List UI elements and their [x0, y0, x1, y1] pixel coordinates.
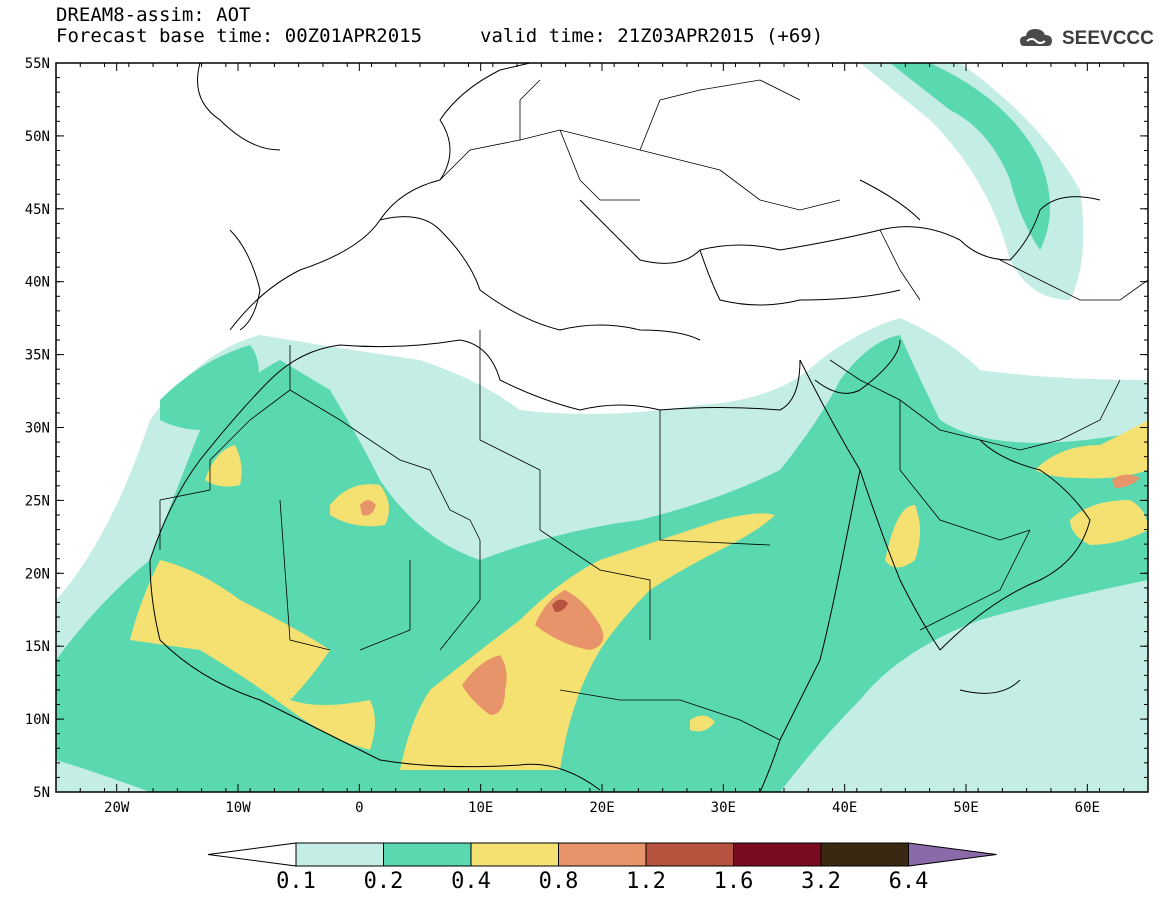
colorbar-box	[383, 842, 472, 867]
aot-band-0.4-arabia	[885, 505, 920, 568]
lat-label: 10N	[25, 712, 50, 728]
aot-band-0.2-west	[160, 345, 259, 430]
forecast-base-time: Forecast base time: 00Z01APR2015	[56, 25, 423, 47]
lat-label: 5N	[33, 785, 50, 801]
lon-label: 60E	[1075, 800, 1100, 816]
colorbar-level-label: 0.2	[363, 869, 404, 894]
aot-band-0.4-south	[690, 715, 715, 732]
colorbar-level-label: 1.6	[713, 869, 754, 894]
lon-label: 40E	[832, 800, 857, 816]
lat-label: 30N	[25, 421, 50, 437]
lon-label: 0	[355, 800, 363, 816]
colorbar-level-label: 6.4	[888, 869, 929, 894]
aot-band-1.2-chad	[552, 599, 568, 612]
colorbar-low-triangle	[207, 842, 297, 867]
aot-band-0.4-center	[330, 484, 389, 527]
lat-label: 20N	[25, 566, 50, 582]
borders	[159, 79, 1148, 741]
lon-label: 10E	[468, 800, 493, 816]
latitude-labels: 55N 50N 45N 40N 35N 30N 25N 20N 15N 10N 5N	[25, 56, 50, 801]
colorbar-level-label: 0.1	[276, 869, 316, 894]
lat-label: 55N	[25, 56, 50, 72]
aot-band-0.8-nigeria	[462, 655, 507, 715]
aot-band-0.4-nw	[205, 445, 242, 487]
lon-label: 20E	[589, 800, 614, 816]
colorbar-high-triangle	[908, 842, 997, 867]
lat-label: 15N	[25, 639, 50, 655]
colorbar-box	[558, 842, 647, 867]
colorbar-box	[470, 842, 559, 867]
longitude-labels: 20W 10W 0 10E 20E 30E 40E 50E 60E	[104, 800, 1100, 816]
aot-band-0.1-north	[860, 63, 1084, 300]
lon-label: 20W	[104, 800, 130, 816]
cloud-logo-icon	[1020, 29, 1052, 46]
colorbar-box	[645, 842, 734, 867]
aot-field	[56, 63, 1148, 792]
lat-label: 25N	[25, 493, 50, 509]
colorbar-level-label: 0.4	[451, 869, 491, 894]
colorbar-level-label: 3.2	[801, 869, 841, 894]
aot-band-0.4-iran	[1035, 420, 1148, 479]
lat-label: 40N	[25, 275, 50, 291]
aot-band-0.2-north	[890, 63, 1050, 250]
colorbar-box	[733, 842, 822, 867]
aot-band-0.4-west	[130, 560, 375, 750]
lat-label: 35N	[25, 348, 50, 364]
colorbar-level-label: 0.8	[538, 869, 579, 894]
lon-label: 50E	[953, 800, 978, 816]
aot-band-0.8-gulf	[1112, 474, 1140, 488]
lat-label: 50N	[25, 129, 50, 145]
logo-text: SEEVCCC	[1062, 28, 1154, 49]
coastlines	[149, 63, 1101, 792]
colorbar-box	[820, 842, 909, 867]
colorbar	[207, 842, 997, 867]
axis-ticks	[55, 62, 1149, 793]
colorbar-box	[295, 842, 384, 867]
lon-label: 10W	[225, 800, 251, 816]
aot-band-0.4-gulf	[1070, 500, 1148, 545]
chart-title: DREAM8-assim: AOT	[56, 4, 251, 26]
colorbar-level-label: 1.2	[626, 869, 666, 894]
aot-band-0.8-sahara	[360, 500, 376, 516]
lon-label: 30E	[711, 800, 736, 816]
valid-time: valid time: 21Z03APR2015 (+69)	[480, 25, 824, 47]
lat-label: 45N	[25, 202, 50, 218]
